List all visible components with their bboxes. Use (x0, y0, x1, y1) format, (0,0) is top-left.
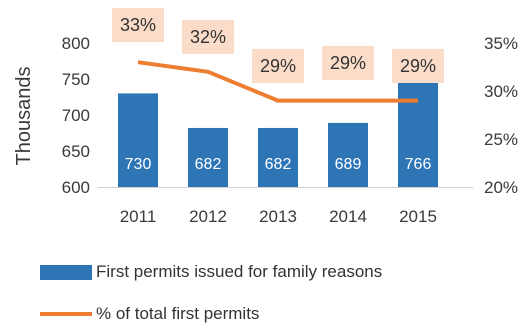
line-series (137, 60, 418, 103)
x-tick-label: 2011 (120, 207, 157, 226)
legend-bar-entry: First permits issued for family reasons (40, 262, 382, 282)
legend-line-swatch (40, 312, 92, 316)
bar-value-label: 766 (405, 156, 432, 173)
bar-value-label: 682 (195, 156, 222, 173)
y-tick-label: 600 (62, 178, 90, 197)
y2-tick-label: 30% (484, 82, 518, 101)
legend-bar-label: First permits issued for family reasons (96, 262, 383, 281)
y-tick-label: 650 (62, 142, 90, 161)
x-tick-label: 2015 (399, 207, 437, 226)
y2-tick-label: 25% (484, 130, 518, 149)
percent-label-box (392, 49, 444, 83)
percent-value-label: 33% (120, 15, 156, 35)
y-tick-label: 800 (62, 34, 90, 53)
legend-line-label: % of total first permits (96, 304, 260, 323)
percent-label-box (112, 8, 164, 42)
y2-tick-label: 20% (484, 178, 518, 197)
bar-value-label: 682 (265, 156, 292, 173)
bar (118, 93, 158, 187)
percent-value-label: 29% (400, 56, 436, 76)
legend-line-entry: % of total first permits (40, 304, 259, 324)
x-tick-label: 2012 (189, 207, 227, 226)
bar (328, 122, 368, 187)
y-tick-label: 750 (62, 70, 90, 89)
y-tick-label: 700 (62, 106, 90, 125)
bar (188, 127, 228, 187)
bar-value-label: 689 (335, 156, 362, 173)
x-tick-label: 2014 (329, 207, 367, 226)
bar (258, 127, 298, 187)
legend-bar-swatch (40, 264, 92, 280)
y2-tick-label: 35% (484, 34, 518, 53)
percent-value-label: 29% (260, 56, 296, 76)
y-axis-title: Thousands (13, 67, 35, 166)
bar (398, 67, 438, 187)
x-tick-label: 2013 (259, 207, 297, 226)
percent-label-box (182, 20, 234, 54)
percent-label-box (322, 46, 374, 80)
bar-value-label: 730 (125, 156, 152, 173)
percent-value-label: 32% (190, 27, 226, 47)
percent-value-label: 29% (330, 53, 366, 73)
percent-label-box (252, 49, 304, 83)
